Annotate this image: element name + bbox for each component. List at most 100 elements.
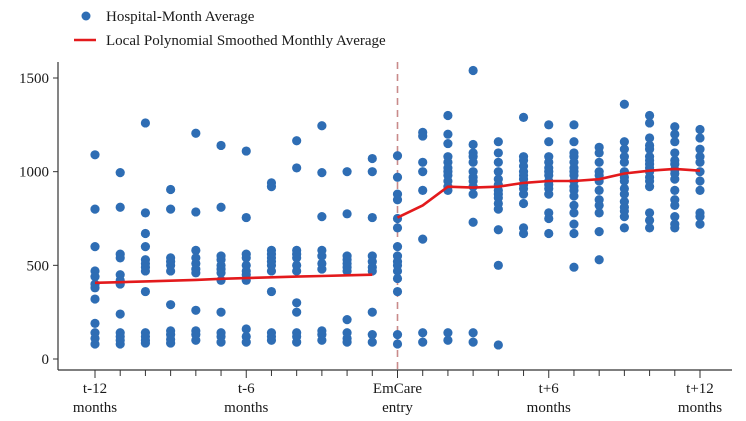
- data-point: [418, 167, 428, 177]
- data-point: [392, 286, 403, 297]
- data-point: [443, 138, 453, 149]
- data-point: [166, 204, 176, 214]
- y-tick-label: 0: [42, 352, 50, 368]
- data-point: [493, 148, 503, 158]
- data-point: [342, 266, 352, 276]
- x-tick-label: t-12: [83, 381, 107, 397]
- data-point: [115, 309, 125, 319]
- data-point: [166, 266, 176, 276]
- data-point: [367, 212, 377, 223]
- data-point: [468, 217, 478, 227]
- data-point: [292, 337, 302, 347]
- data-point: [90, 294, 100, 304]
- data-point: [594, 148, 604, 158]
- data-point: [342, 337, 352, 347]
- data-point: [468, 65, 478, 76]
- data-point: [695, 124, 705, 135]
- data-point: [191, 207, 201, 217]
- y-tick-label: 1000: [19, 165, 49, 181]
- data-point: [140, 242, 151, 252]
- data-point: [619, 137, 629, 147]
- data-point: [392, 195, 403, 205]
- data-point: [670, 137, 680, 147]
- smoothed-line-post: [396, 167, 701, 219]
- data-point: [544, 189, 554, 199]
- data-point: [619, 157, 629, 167]
- data-point: [418, 185, 428, 195]
- smoothed-line-pre: [94, 273, 373, 285]
- data-point: [619, 176, 629, 186]
- data-point: [140, 286, 151, 297]
- data-point: [191, 335, 201, 345]
- data-point: [670, 174, 680, 184]
- data-point: [216, 140, 226, 151]
- data-point: [115, 253, 125, 263]
- data-point: [569, 200, 579, 210]
- data-point: [342, 209, 352, 219]
- data-point: [191, 268, 201, 278]
- data-point: [241, 337, 251, 347]
- data-point: [140, 338, 151, 348]
- data-point: [392, 266, 403, 276]
- data-point: [619, 99, 629, 109]
- data-point: [342, 167, 352, 177]
- data-point: [216, 202, 226, 212]
- x-tick-label-sub: months: [224, 400, 268, 416]
- data-point: [140, 118, 151, 128]
- data-point: [266, 266, 277, 276]
- data-point: [191, 245, 201, 255]
- data-point: [191, 128, 201, 138]
- data-point: [266, 182, 277, 192]
- data-point: [619, 212, 629, 222]
- data-point: [266, 286, 277, 297]
- data-point: [90, 318, 100, 329]
- data-point: [418, 337, 428, 347]
- data-point: [493, 340, 503, 350]
- data-point: [191, 305, 201, 315]
- legend: Hospital-Month Average Local Polynomial …: [74, 9, 386, 49]
- data-point: [544, 120, 554, 130]
- data-point: [670, 185, 680, 195]
- data-point: [90, 339, 100, 349]
- data-point: [569, 262, 579, 272]
- data-point: [468, 157, 478, 167]
- data-point: [493, 260, 503, 270]
- data-point: [367, 153, 377, 164]
- data-point: [695, 219, 705, 229]
- data-point: [594, 157, 604, 167]
- data-point: [392, 242, 403, 252]
- data-point: [569, 219, 579, 229]
- data-point: [619, 223, 629, 233]
- data-point: [443, 129, 453, 139]
- data-point: [317, 168, 327, 178]
- y-tick-label: 1500: [19, 71, 49, 87]
- data-point: [392, 223, 403, 233]
- data-point: [644, 223, 655, 233]
- data-point: [90, 242, 100, 252]
- data-point: [90, 271, 100, 282]
- data-point: [292, 298, 302, 308]
- data-point: [670, 148, 680, 158]
- data-point: [644, 144, 655, 154]
- data-point: [241, 324, 251, 334]
- x-tick-label: t-6: [238, 381, 255, 397]
- data-point: [241, 146, 251, 156]
- data-point: [140, 208, 151, 218]
- x-tick-label-sub: months: [527, 400, 571, 416]
- scatter-points: [90, 65, 705, 350]
- x-tick-label: EmCare: [373, 381, 422, 397]
- data-point: [493, 157, 503, 167]
- data-point: [292, 266, 302, 276]
- data-point: [317, 264, 327, 274]
- data-point: [569, 228, 579, 239]
- data-point: [544, 228, 554, 239]
- data-point: [418, 234, 428, 244]
- data-point: [418, 328, 428, 338]
- data-point: [468, 189, 478, 199]
- y-ticks: 0 500 1000 1500: [19, 71, 58, 368]
- data-point: [670, 122, 680, 132]
- data-point: [292, 253, 302, 263]
- data-point: [644, 118, 655, 128]
- data-point: [266, 335, 277, 345]
- data-point: [90, 150, 100, 160]
